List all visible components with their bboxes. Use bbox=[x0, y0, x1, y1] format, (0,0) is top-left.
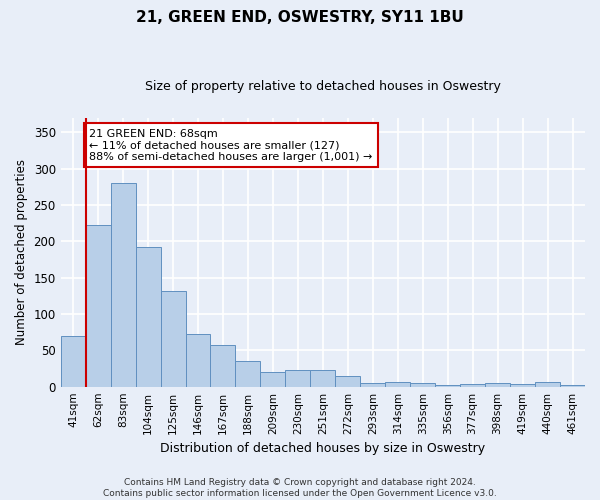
Bar bbox=[510, 384, 535, 386]
Bar bbox=[260, 372, 286, 386]
Bar bbox=[185, 334, 211, 386]
Text: Contains HM Land Registry data © Crown copyright and database right 2024.
Contai: Contains HM Land Registry data © Crown c… bbox=[103, 478, 497, 498]
Bar bbox=[385, 382, 410, 386]
X-axis label: Distribution of detached houses by size in Oswestry: Distribution of detached houses by size … bbox=[160, 442, 485, 455]
Bar bbox=[335, 376, 360, 386]
Bar bbox=[310, 370, 335, 386]
Bar bbox=[61, 336, 86, 386]
Y-axis label: Number of detached properties: Number of detached properties bbox=[15, 159, 28, 345]
Text: 21, GREEN END, OSWESTRY, SY11 1BU: 21, GREEN END, OSWESTRY, SY11 1BU bbox=[136, 10, 464, 25]
Bar bbox=[460, 384, 485, 386]
Bar bbox=[211, 346, 235, 387]
Text: 21 GREEN END: 68sqm
← 11% of detached houses are smaller (127)
88% of semi-detac: 21 GREEN END: 68sqm ← 11% of detached ho… bbox=[89, 128, 373, 162]
Bar bbox=[136, 247, 161, 386]
Bar bbox=[86, 226, 110, 386]
Title: Size of property relative to detached houses in Oswestry: Size of property relative to detached ho… bbox=[145, 80, 501, 93]
Bar bbox=[435, 384, 460, 386]
Bar bbox=[161, 290, 185, 386]
Bar bbox=[235, 361, 260, 386]
Bar bbox=[535, 382, 560, 386]
Bar bbox=[410, 383, 435, 386]
Bar bbox=[110, 183, 136, 386]
Bar bbox=[360, 383, 385, 386]
Bar bbox=[485, 383, 510, 386]
Bar bbox=[560, 385, 585, 386]
Bar bbox=[286, 370, 310, 386]
